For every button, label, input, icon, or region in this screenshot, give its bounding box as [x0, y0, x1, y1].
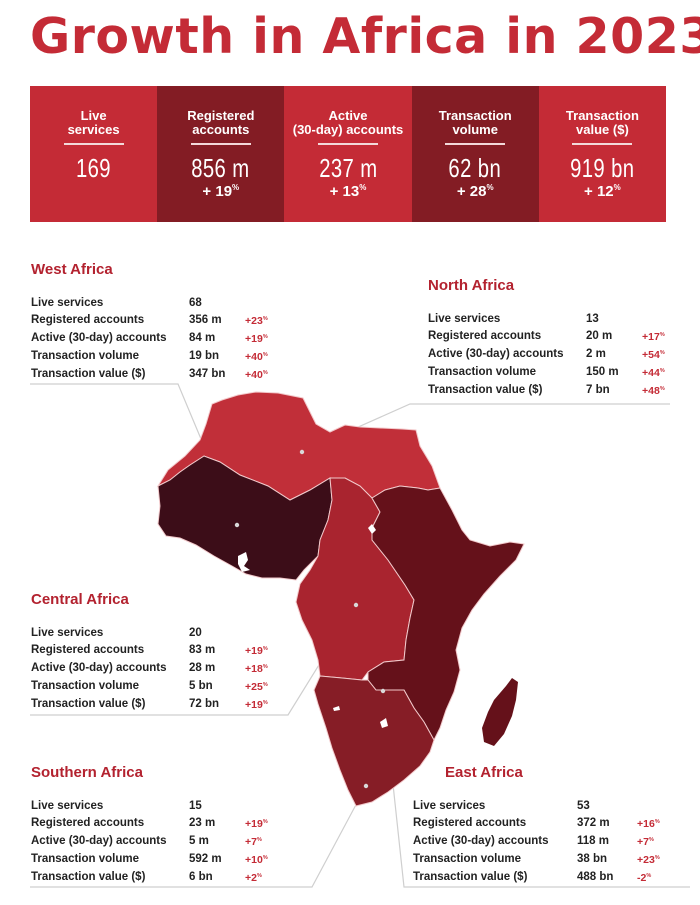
table-row: Registered accounts 23 m +19%	[31, 817, 268, 830]
region-panel-north-africa: North Africa Live services 13 Registered …	[428, 277, 665, 399]
table-row: Transaction value ($) 488 bn -2%	[413, 871, 652, 884]
lake-victoria	[368, 524, 376, 534]
table-row: Active (30-day) accounts 2 m +54%	[428, 348, 665, 361]
stat-value: 237 m	[318, 153, 378, 183]
stat-divider	[318, 143, 378, 145]
stat-active-accounts: Active (30-day) accounts 237 m + 13%	[284, 86, 412, 222]
region-panel-southern-africa: Southern Africa Live services 15 Register…	[31, 764, 268, 886]
table-row: Live services 15	[31, 800, 202, 812]
table-row: Transaction volume 19 bn +40%	[31, 350, 268, 363]
region-metrics-table: Live services 68 Registered accounts 356 m…	[31, 295, 268, 383]
stat-label: Transaction value ($)	[565, 108, 639, 137]
stat-change: + 28%	[456, 183, 494, 200]
page-title: Growth in Africa in 2023	[30, 8, 700, 65]
stat-change: + 13%	[329, 183, 367, 200]
stat-change: + 12%	[584, 183, 621, 200]
table-row: Active (30-day) accounts 28 m +18%	[31, 662, 268, 675]
table-row: Transaction value ($) 72 bn +19%	[31, 698, 268, 711]
region-title: Central Africa	[31, 591, 129, 608]
lake-volta	[238, 552, 250, 572]
stat-label: Registered accounts	[187, 108, 255, 137]
table-row: Registered accounts 20 m +17%	[428, 330, 665, 343]
stat-change: + 19%	[202, 183, 240, 200]
table-row: Live services 68	[31, 297, 202, 309]
stat-label: Transaction volume	[438, 108, 512, 137]
region-metrics-table: Live services 53 Registered accounts 372 m…	[413, 798, 660, 886]
table-row: Live services 13	[428, 313, 599, 325]
stat-divider	[572, 143, 633, 145]
table-row: Active (30-day) accounts 5 m +7%	[31, 835, 262, 848]
table-row: Transaction volume 5 bn +25%	[31, 680, 268, 693]
region-title: East Africa	[445, 764, 523, 781]
region-title: North Africa	[428, 277, 515, 294]
stat-divider	[63, 143, 124, 145]
region-panel-east-africa: East Africa Live services 53 Registered a…	[413, 764, 660, 886]
table-row: Transaction volume 38 bn +23%	[413, 853, 660, 866]
table-row: Transaction value ($) 347 bn +40%	[31, 368, 268, 381]
summary-stats-bar: Live services 169 Registered accounts 85…	[30, 86, 667, 222]
stat-divider	[190, 143, 251, 145]
table-row: Transaction value ($) 6 bn +2%	[31, 871, 262, 884]
leader-line-southern	[30, 785, 367, 888]
table-row: Registered accounts 83 m +19%	[31, 644, 268, 657]
lesotho	[380, 718, 388, 728]
region-metrics-table: Live services 15 Registered accounts 23 m +…	[31, 798, 268, 886]
region-title: West Africa	[31, 261, 113, 278]
stat-label: Active (30-day) accounts	[292, 108, 404, 137]
stat-live-services: Live services 169	[30, 86, 158, 222]
region-southern-africa	[313, 675, 435, 807]
table-row: Active (30-day) accounts 84 m +19%	[31, 332, 268, 345]
stat-value: 62 bn	[448, 153, 502, 183]
stat-label: Live services	[67, 108, 120, 137]
stat-divider	[445, 143, 506, 145]
region-panel-central-africa: Central Africa Live services 20 Registere…	[31, 591, 268, 713]
region-madagascar	[482, 678, 518, 746]
stat-value: 856 m	[191, 153, 250, 183]
etosha-pan	[333, 706, 340, 711]
region-metrics-table: Live services 20 Registered accounts 83 m +…	[31, 625, 268, 713]
table-row: Registered accounts 356 m +23%	[31, 314, 268, 327]
stat-transaction-value: Transaction value ($) 919 bn + 12%	[538, 86, 667, 222]
table-row: Transaction volume 592 m +10%	[31, 853, 268, 866]
region-title: Southern Africa	[31, 764, 143, 781]
table-row: Transaction volume 150 m +44%	[428, 366, 665, 379]
stat-value: 919 bn	[570, 153, 635, 183]
stat-transaction-volume: Transaction volume 62 bn + 28%	[411, 86, 539, 222]
table-row: Live services 53	[413, 800, 590, 812]
region-metrics-table: Live services 13 Registered accounts 20 m +…	[428, 311, 665, 399]
region-east-africa	[367, 485, 525, 742]
stat-registered-accounts: Registered accounts 856 m + 19%	[157, 86, 285, 222]
table-row: Transaction value ($) 7 bn +48%	[428, 384, 665, 397]
stat-value: 169	[76, 153, 112, 183]
table-row: Registered accounts 372 m +16%	[413, 817, 660, 830]
table-row: Active (30-day) accounts 118 m +7%	[413, 835, 654, 848]
table-row: Live services 20	[31, 627, 202, 639]
region-panel-west-africa: West Africa Live services 68 Registered a…	[31, 261, 268, 383]
